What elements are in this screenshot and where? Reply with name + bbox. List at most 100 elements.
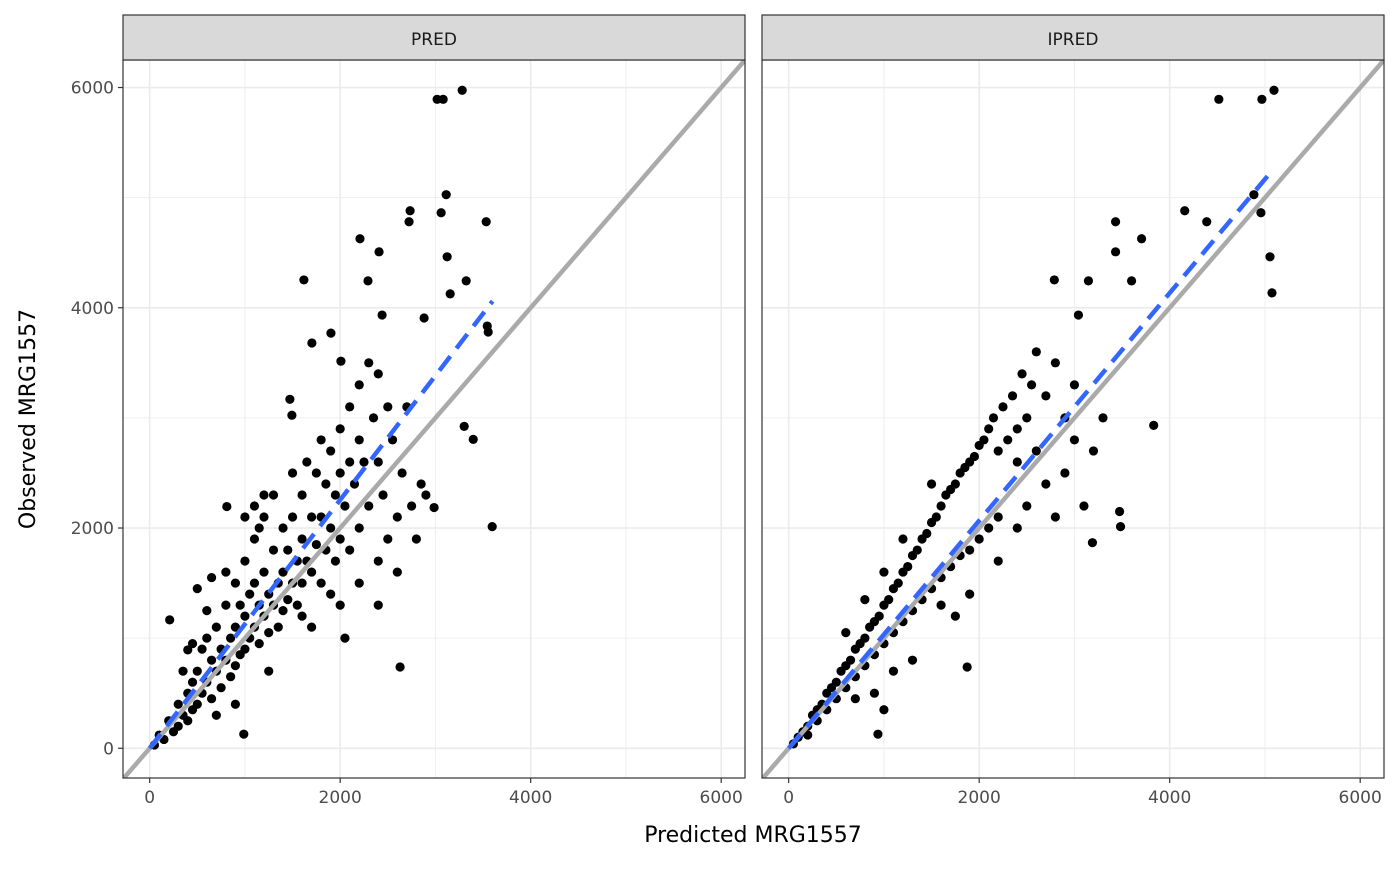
x-tick-label: 0 [783,788,794,808]
data-point [354,578,364,588]
data-point [345,402,355,412]
data-point [421,490,431,500]
data-point [457,85,467,95]
data-point [254,523,264,533]
data-point [860,595,870,605]
data-point [373,556,383,566]
data-point [993,446,1003,456]
data-point [178,666,188,676]
data-point [222,501,232,512]
data-point [187,639,198,649]
data-point [442,252,452,262]
data-point [297,534,307,544]
panel-pred: PRED 0 2000 4000 6000 0 2000 4000 6000 [71,14,746,808]
data-point [1026,380,1037,390]
data-point [884,595,894,605]
data-point [307,512,317,522]
data-point [383,402,393,412]
data-point [354,380,364,390]
data-point [461,276,471,286]
data-point [879,567,889,577]
data-point [979,435,989,445]
data-point [903,561,913,572]
data-point [283,595,293,605]
data-point [287,410,297,420]
data-point [340,501,350,511]
data-point [962,662,972,672]
data-point [441,190,451,200]
data-point [1073,310,1084,320]
data-point [287,468,298,478]
data-point [240,556,250,566]
data-point [998,402,1008,412]
data-point [307,622,317,632]
data-point [249,501,260,511]
data-point [239,729,249,739]
data-point [368,413,379,423]
data-point [1069,435,1080,445]
data-point [416,479,426,489]
data-point [268,490,279,500]
data-point [240,644,250,654]
data-point [1060,468,1070,478]
data-point [283,545,293,555]
y-tick-label: 2000 [71,519,114,539]
data-point [879,705,889,715]
identity-line [123,60,745,778]
data-point [278,523,288,533]
data-point [374,247,384,257]
x-axis-title: Predicted MRG1557 [644,823,862,848]
data-point [192,666,202,676]
data-point [950,479,960,489]
facet-strip-label: PRED [411,30,457,50]
data-point [173,699,183,709]
data-point [483,327,493,337]
data-point [1012,457,1022,467]
data-point [1088,446,1099,456]
data-point [221,567,231,577]
data-point [1041,479,1051,489]
data-point [206,694,217,704]
data-point [1136,234,1147,244]
data-point [307,338,317,348]
data-point [377,310,387,320]
data-point [993,512,1003,522]
data-point [307,567,317,577]
data-point [364,501,374,511]
data-point [1022,501,1032,511]
data-point [1269,85,1279,95]
data-point [404,217,414,227]
data-point [230,578,240,588]
data-point [206,572,217,583]
data-point [311,468,321,478]
data-point [211,710,221,720]
data-point [1202,217,1212,227]
data-point [429,502,439,513]
data-point [355,234,365,244]
data-point [969,451,980,462]
data-point [831,677,841,687]
data-point [1149,420,1159,430]
data-point [1256,208,1266,218]
data-point [874,611,884,621]
data-point [245,589,255,599]
data-point [1115,521,1126,532]
data-point [1214,94,1224,104]
x-tick-label: 2000 [319,788,362,808]
data-point [407,501,417,511]
data-point [984,424,994,434]
smooth-trend-line [147,299,495,750]
panel-ipred: IPRED 0 2000 4000 6000 [761,14,1385,808]
data-point [1110,217,1121,227]
data-point [950,611,960,621]
data-point [988,413,999,423]
data-point [273,622,283,632]
data-point [240,611,250,621]
data-point [226,633,236,643]
data-point [363,276,373,286]
data-point [336,356,346,366]
data-point [936,600,946,610]
data-point [383,534,393,544]
data-point [411,534,421,544]
